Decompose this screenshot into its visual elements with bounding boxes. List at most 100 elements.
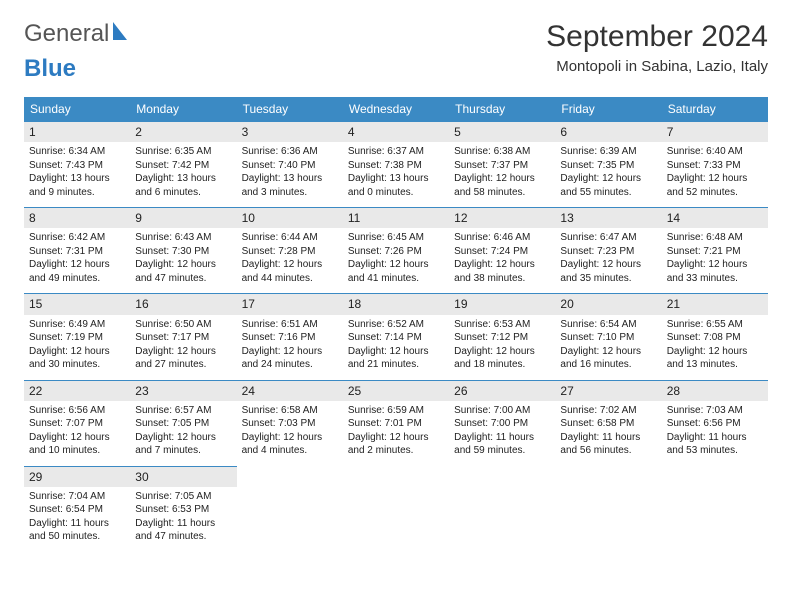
- daylight-text: Daylight: 13 hours and 0 minutes.: [348, 172, 444, 199]
- sunrise-text: Sunrise: 6:47 AM: [560, 231, 656, 245]
- calendar-cell: 17Sunrise: 6:51 AMSunset: 7:16 PMDayligh…: [237, 293, 343, 379]
- weekday-header: Monday: [130, 97, 236, 121]
- brand-part1: General: [24, 20, 109, 48]
- sunrise-text: Sunrise: 7:05 AM: [135, 490, 231, 504]
- weekday-header: Wednesday: [343, 97, 449, 121]
- day-number: 5: [449, 122, 555, 142]
- sunset-text: Sunset: 7:07 PM: [29, 417, 125, 431]
- sunset-text: Sunset: 7:30 PM: [135, 245, 231, 259]
- day-number: 21: [662, 294, 768, 314]
- daylight-text: Daylight: 12 hours and 35 minutes.: [560, 258, 656, 285]
- calendar-cell: 23Sunrise: 6:57 AMSunset: 7:05 PMDayligh…: [130, 380, 236, 466]
- sunrise-text: Sunrise: 6:54 AM: [560, 318, 656, 332]
- sunset-text: Sunset: 6:58 PM: [560, 417, 656, 431]
- sunset-text: Sunset: 7:19 PM: [29, 331, 125, 345]
- sunrise-text: Sunrise: 6:35 AM: [135, 145, 231, 159]
- sunset-text: Sunset: 7:10 PM: [560, 331, 656, 345]
- sunset-text: Sunset: 7:24 PM: [454, 245, 550, 259]
- day-number: 15: [24, 294, 130, 314]
- sunrise-text: Sunrise: 7:02 AM: [560, 404, 656, 418]
- sunrise-text: Sunrise: 6:44 AM: [242, 231, 338, 245]
- daylight-text: Daylight: 11 hours and 47 minutes.: [135, 517, 231, 544]
- sunset-text: Sunset: 7:12 PM: [454, 331, 550, 345]
- sunrise-text: Sunrise: 7:03 AM: [667, 404, 763, 418]
- sunrise-text: Sunrise: 6:49 AM: [29, 318, 125, 332]
- daylight-text: Daylight: 12 hours and 27 minutes.: [135, 345, 231, 372]
- sunrise-text: Sunrise: 7:00 AM: [454, 404, 550, 418]
- weekday-header: Sunday: [24, 97, 130, 121]
- daylight-text: Daylight: 12 hours and 30 minutes.: [29, 345, 125, 372]
- day-number: 17: [237, 294, 343, 314]
- calendar-cell: 26Sunrise: 7:00 AMSunset: 7:00 PMDayligh…: [449, 380, 555, 466]
- calendar-cell: 5Sunrise: 6:38 AMSunset: 7:37 PMDaylight…: [449, 121, 555, 207]
- sunrise-text: Sunrise: 6:36 AM: [242, 145, 338, 159]
- day-number: 10: [237, 208, 343, 228]
- daylight-text: Daylight: 12 hours and 52 minutes.: [667, 172, 763, 199]
- calendar-cell: 1Sunrise: 6:34 AMSunset: 7:43 PMDaylight…: [24, 121, 130, 207]
- daylight-text: Daylight: 12 hours and 10 minutes.: [29, 431, 125, 458]
- calendar-cell-empty: [449, 466, 555, 552]
- sunrise-text: Sunrise: 6:52 AM: [348, 318, 444, 332]
- sunset-text: Sunset: 7:38 PM: [348, 159, 444, 173]
- day-number: 29: [24, 467, 130, 487]
- calendar-cell-empty: [662, 466, 768, 552]
- daylight-text: Daylight: 12 hours and 24 minutes.: [242, 345, 338, 372]
- day-number: 11: [343, 208, 449, 228]
- daylight-text: Daylight: 12 hours and 55 minutes.: [560, 172, 656, 199]
- sunrise-text: Sunrise: 6:57 AM: [135, 404, 231, 418]
- calendar-cell: 19Sunrise: 6:53 AMSunset: 7:12 PMDayligh…: [449, 293, 555, 379]
- day-number: 22: [24, 381, 130, 401]
- day-number: 25: [343, 381, 449, 401]
- weekday-header: Saturday: [662, 97, 768, 121]
- calendar-cell: 10 Sunrise: 6:44 AMSunset: 7:28 PMDayligh…: [237, 207, 343, 293]
- day-number: 4: [343, 122, 449, 142]
- sunrise-text: Sunrise: 6:40 AM: [667, 145, 763, 159]
- daylight-text: Daylight: 11 hours and 56 minutes.: [560, 431, 656, 458]
- day-number: 13: [555, 208, 661, 228]
- calendar-cell-empty: [237, 466, 343, 552]
- sunrise-text: Sunrise: 7:04 AM: [29, 490, 125, 504]
- sunset-text: Sunset: 7:35 PM: [560, 159, 656, 173]
- day-number: 12: [449, 208, 555, 228]
- calendar-cell: 9Sunrise: 6:43 AMSunset: 7:30 PMDaylight…: [130, 207, 236, 293]
- daylight-text: Daylight: 13 hours and 3 minutes.: [242, 172, 338, 199]
- calendar-cell: 14Sunrise: 6:48 AMSunset: 7:21 PMDayligh…: [662, 207, 768, 293]
- calendar-cell: 30 Sunrise: 7:05 AMSunset: 6:53 PMDayligh…: [130, 466, 236, 552]
- sunset-text: Sunset: 7:28 PM: [242, 245, 338, 259]
- day-number: 23: [130, 381, 236, 401]
- brand-part2: Blue: [24, 55, 76, 83]
- calendar-cell: 21Sunrise: 6:55 AMSunset: 7:08 PMDayligh…: [662, 293, 768, 379]
- sunset-text: Sunset: 7:05 PM: [135, 417, 231, 431]
- calendar-cell-empty: [343, 466, 449, 552]
- daylight-text: Daylight: 13 hours and 9 minutes.: [29, 172, 125, 199]
- sail-icon: [113, 22, 127, 40]
- calendar-cell: 27Sunrise: 7:02 AMSunset: 6:58 PMDayligh…: [555, 380, 661, 466]
- sunrise-text: Sunrise: 6:39 AM: [560, 145, 656, 159]
- sunset-text: Sunset: 7:00 PM: [454, 417, 550, 431]
- title-block: September 2024 Montopoli in Sabina, Lazi…: [546, 20, 768, 75]
- sunrise-text: Sunrise: 6:55 AM: [667, 318, 763, 332]
- sunrise-text: Sunrise: 6:58 AM: [242, 404, 338, 418]
- daylight-text: Daylight: 12 hours and 41 minutes.: [348, 258, 444, 285]
- sunset-text: Sunset: 6:53 PM: [135, 503, 231, 517]
- sunset-text: Sunset: 7:14 PM: [348, 331, 444, 345]
- day-number: 6: [555, 122, 661, 142]
- location-text: Montopoli in Sabina, Lazio, Italy: [546, 58, 768, 75]
- daylight-text: Daylight: 12 hours and 2 minutes.: [348, 431, 444, 458]
- sunset-text: Sunset: 7:33 PM: [667, 159, 763, 173]
- calendar-cell: 28Sunrise: 7:03 AMSunset: 6:56 PMDayligh…: [662, 380, 768, 466]
- calendar-cell: 20Sunrise: 6:54 AMSunset: 7:10 PMDayligh…: [555, 293, 661, 379]
- day-number: 30: [130, 467, 236, 487]
- day-number: 8: [24, 208, 130, 228]
- sunset-text: Sunset: 7:43 PM: [29, 159, 125, 173]
- daylight-text: Daylight: 11 hours and 59 minutes.: [454, 431, 550, 458]
- calendar-cell: 18Sunrise: 6:52 AMSunset: 7:14 PMDayligh…: [343, 293, 449, 379]
- daylight-text: Daylight: 12 hours and 16 minutes.: [560, 345, 656, 372]
- sunrise-text: Sunrise: 6:56 AM: [29, 404, 125, 418]
- page-title: September 2024: [546, 20, 768, 54]
- daylight-text: Daylight: 11 hours and 53 minutes.: [667, 431, 763, 458]
- day-number: 24: [237, 381, 343, 401]
- daylight-text: Daylight: 12 hours and 18 minutes.: [454, 345, 550, 372]
- daylight-text: Daylight: 12 hours and 44 minutes.: [242, 258, 338, 285]
- sunrise-text: Sunrise: 6:42 AM: [29, 231, 125, 245]
